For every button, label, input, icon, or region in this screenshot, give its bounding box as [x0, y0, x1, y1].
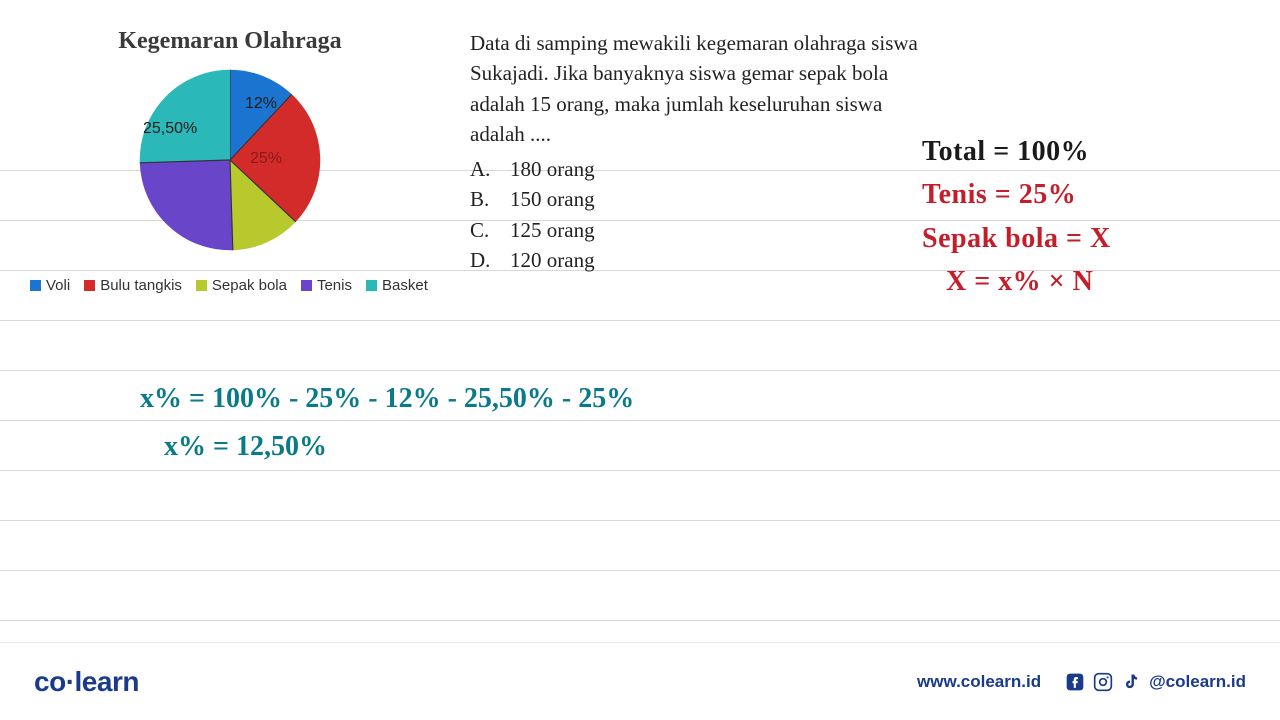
legend-swatch — [196, 280, 207, 291]
legend-label: Tenis — [317, 277, 352, 294]
tiktok-icon[interactable] — [1121, 672, 1141, 692]
chart-area: Kegemaran Olahraga 12% 25% 25,50% Voli Bu… — [30, 28, 430, 294]
question-block: Data di samping mewakili kegemaran olahr… — [470, 28, 920, 294]
option-text: 180 orang — [510, 154, 595, 184]
handwriting-line-tenis: Tenis = 25% — [922, 173, 1252, 216]
social-links: @colearn.id — [1065, 672, 1246, 692]
pie-label-bulu-tangkis: 25% — [250, 150, 282, 168]
chart-legend: Voli Bulu tangkis Sepak bola Tenis Basket — [30, 277, 430, 294]
chart-title: Kegemaran Olahraga — [30, 28, 430, 55]
option-letter: C. — [470, 215, 510, 245]
option-text: 125 orang — [510, 215, 595, 245]
footer: co·learn www.colearn.id @colearn.id — [0, 642, 1280, 720]
pie-label-basket: 25,50% — [143, 120, 197, 138]
handwriting-line-total: Total = 100% — [922, 130, 1252, 173]
legend-label: Sepak bola — [212, 277, 287, 294]
legend-swatch — [301, 280, 312, 291]
option-text: 150 orang — [510, 184, 595, 214]
legend-item-tenis: Tenis — [301, 277, 352, 294]
legend-swatch — [30, 280, 41, 291]
legend-item-voli: Voli — [30, 277, 70, 294]
legend-item-bulu_tangkis: Bulu tangkis — [84, 277, 182, 294]
logo-dot: · — [66, 666, 75, 697]
handwriting-bottom: x% = 100% - 25% - 12% - 25,50% - 25% x% … — [140, 375, 634, 470]
legend-label: Bulu tangkis — [100, 277, 182, 294]
legend-swatch — [84, 280, 95, 291]
answer-option: B.150 orang — [470, 184, 920, 214]
handwriting-line-sepak: Sepak bola = X — [922, 217, 1252, 260]
question-text: Data di samping mewakili kegemaran olahr… — [470, 28, 920, 150]
answer-options: A.180 orangB.150 orangC.125 orangD.120 o… — [470, 154, 920, 276]
pie-slice-tenis — [140, 160, 233, 250]
legend-item-basket: Basket — [366, 277, 428, 294]
footer-right: www.colearn.id @colearn.id — [917, 672, 1246, 692]
option-text: 120 orang — [510, 245, 595, 275]
instagram-icon[interactable] — [1093, 672, 1113, 692]
pie-chart: 12% 25% 25,50% — [135, 65, 325, 255]
facebook-icon[interactable] — [1065, 672, 1085, 692]
legend-swatch — [366, 280, 377, 291]
handwriting-right: Total = 100% Tenis = 25% Sepak bola = X … — [922, 130, 1252, 304]
logo-secondary: learn — [75, 666, 139, 697]
pie-chart-wrap: 12% 25% 25,50% — [30, 65, 430, 255]
handwriting-calc-line2: x% = 12,50% — [140, 423, 634, 471]
legend-label: Voli — [46, 277, 70, 294]
legend-label: Basket — [382, 277, 428, 294]
pie-slice-basket — [140, 70, 230, 163]
pie-svg — [135, 65, 325, 255]
logo-primary: co — [34, 666, 66, 697]
handwriting-calc-line1: x% = 100% - 25% - 12% - 25,50% - 25% — [140, 375, 634, 423]
answer-option: A.180 orang — [470, 154, 920, 184]
footer-handle[interactable]: @colearn.id — [1149, 672, 1246, 692]
option-letter: B. — [470, 184, 510, 214]
brand-logo: co·learn — [34, 666, 139, 698]
handwriting-line-eq: X = x% × N — [922, 260, 1252, 303]
legend-item-sepak_bola: Sepak bola — [196, 277, 287, 294]
answer-option: C.125 orang — [470, 215, 920, 245]
footer-url[interactable]: www.colearn.id — [917, 672, 1041, 692]
option-letter: D. — [470, 245, 510, 275]
pie-label-voli: 12% — [245, 95, 277, 113]
option-letter: A. — [470, 154, 510, 184]
answer-option: D.120 orang — [470, 245, 920, 275]
